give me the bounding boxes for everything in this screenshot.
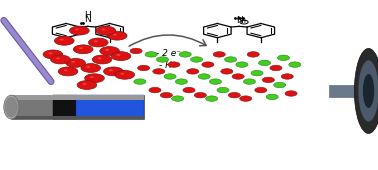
Circle shape xyxy=(175,79,187,84)
Polygon shape xyxy=(329,85,369,97)
Circle shape xyxy=(160,92,172,98)
Circle shape xyxy=(274,82,286,88)
Circle shape xyxy=(138,65,150,71)
Circle shape xyxy=(115,70,135,79)
Circle shape xyxy=(116,54,121,56)
Circle shape xyxy=(221,69,233,74)
Circle shape xyxy=(255,87,267,93)
Polygon shape xyxy=(11,95,144,100)
Ellipse shape xyxy=(363,74,374,108)
Polygon shape xyxy=(53,95,76,119)
Circle shape xyxy=(109,69,113,71)
Text: H: H xyxy=(85,11,91,20)
Circle shape xyxy=(105,49,109,51)
Circle shape xyxy=(101,29,105,30)
Circle shape xyxy=(113,34,117,36)
Circle shape xyxy=(145,52,157,57)
Circle shape xyxy=(134,79,146,84)
Polygon shape xyxy=(11,116,144,119)
Circle shape xyxy=(107,31,127,40)
Circle shape xyxy=(179,52,191,57)
Circle shape xyxy=(94,40,98,42)
Circle shape xyxy=(289,62,301,67)
Circle shape xyxy=(281,74,293,79)
Circle shape xyxy=(75,29,79,30)
Circle shape xyxy=(213,52,225,57)
Circle shape xyxy=(228,92,240,98)
Circle shape xyxy=(100,47,119,55)
Polygon shape xyxy=(11,95,144,119)
Circle shape xyxy=(187,69,199,74)
Circle shape xyxy=(73,45,93,54)
Circle shape xyxy=(194,92,206,98)
Polygon shape xyxy=(76,95,144,119)
Circle shape xyxy=(243,79,256,84)
Circle shape xyxy=(172,96,184,101)
Circle shape xyxy=(164,74,176,79)
Circle shape xyxy=(66,58,85,67)
Circle shape xyxy=(149,87,161,93)
Circle shape xyxy=(120,73,124,75)
Circle shape xyxy=(48,52,53,54)
Circle shape xyxy=(86,66,90,68)
Circle shape xyxy=(153,69,165,74)
Circle shape xyxy=(251,70,263,76)
Circle shape xyxy=(70,26,89,35)
Circle shape xyxy=(209,79,222,84)
Circle shape xyxy=(240,96,252,101)
Circle shape xyxy=(202,62,214,67)
Circle shape xyxy=(77,81,97,89)
Ellipse shape xyxy=(5,97,18,117)
Text: +: + xyxy=(241,18,247,24)
Circle shape xyxy=(54,36,74,45)
Circle shape xyxy=(96,26,116,35)
Circle shape xyxy=(270,65,282,71)
Circle shape xyxy=(51,55,70,64)
Circle shape xyxy=(85,74,104,83)
Text: N: N xyxy=(85,15,91,24)
Ellipse shape xyxy=(355,48,378,133)
Ellipse shape xyxy=(358,60,378,122)
Circle shape xyxy=(104,67,123,76)
FancyArrowPatch shape xyxy=(129,35,206,46)
Circle shape xyxy=(247,52,259,57)
Text: - H⁺: - H⁺ xyxy=(160,61,177,70)
Circle shape xyxy=(191,57,203,62)
Text: N: N xyxy=(236,16,242,25)
Text: - 2 e⁻: - 2 e⁻ xyxy=(156,49,181,58)
Circle shape xyxy=(225,57,237,62)
Circle shape xyxy=(206,96,218,101)
Circle shape xyxy=(232,74,244,79)
Circle shape xyxy=(236,62,248,67)
Circle shape xyxy=(88,38,108,47)
Circle shape xyxy=(71,61,75,63)
Circle shape xyxy=(183,87,195,93)
Circle shape xyxy=(217,87,229,93)
Circle shape xyxy=(79,47,83,49)
Circle shape xyxy=(277,55,290,61)
Circle shape xyxy=(43,50,63,59)
Circle shape xyxy=(56,57,60,59)
Circle shape xyxy=(92,55,112,64)
Circle shape xyxy=(198,74,210,79)
Circle shape xyxy=(168,62,180,67)
Circle shape xyxy=(156,57,169,62)
Circle shape xyxy=(259,60,271,66)
Circle shape xyxy=(58,67,78,76)
Circle shape xyxy=(60,39,64,41)
Circle shape xyxy=(64,69,68,71)
Circle shape xyxy=(90,76,94,78)
Circle shape xyxy=(266,94,278,100)
Circle shape xyxy=(98,57,102,59)
Circle shape xyxy=(285,91,297,96)
Circle shape xyxy=(130,48,142,54)
Circle shape xyxy=(262,77,274,83)
Circle shape xyxy=(82,83,87,85)
Circle shape xyxy=(81,64,101,72)
Ellipse shape xyxy=(4,95,19,119)
Circle shape xyxy=(111,52,131,61)
